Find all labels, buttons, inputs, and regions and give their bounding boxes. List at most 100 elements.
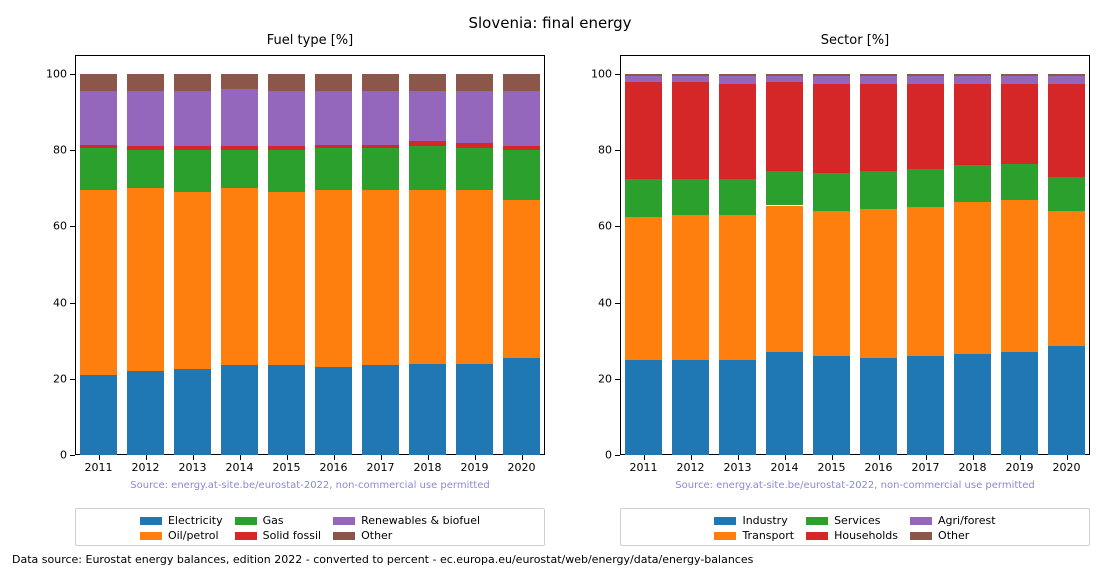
bar-segment-solid xyxy=(409,141,447,147)
bar-segment-electricity xyxy=(409,364,447,455)
legend-item-solid: Solid fossil xyxy=(235,529,321,542)
bar-segment-other xyxy=(80,74,118,91)
ytick-label: 60 xyxy=(53,220,75,233)
xtick-label: 2013 xyxy=(724,455,752,474)
bar-segment-agri xyxy=(1001,76,1039,84)
bar-segment-industry xyxy=(766,352,804,455)
bar-segment-other xyxy=(174,74,212,91)
xtick-label: 2013 xyxy=(179,455,207,474)
legend-box: ElectricityOil/petrolGasSolid fossilRene… xyxy=(75,508,545,546)
bar-segment-agri xyxy=(719,76,757,84)
plot-fuel: 0204060801002011201220132014201520162017… xyxy=(75,55,545,455)
legend-label: Other xyxy=(361,529,392,542)
bar-segment-industry xyxy=(860,358,898,455)
bar-column xyxy=(409,55,447,455)
bar-segment-other xyxy=(1048,74,1086,76)
legend-swatch xyxy=(235,517,257,525)
bar-segment-industry xyxy=(625,360,663,455)
bar-column xyxy=(1048,55,1086,455)
bar-segment-transport xyxy=(719,215,757,360)
bar-segment-other xyxy=(127,74,165,91)
bar-segment-other xyxy=(672,74,710,76)
xtick-label: 2014 xyxy=(771,455,799,474)
bar-column xyxy=(860,55,898,455)
xtick-label: 2020 xyxy=(508,455,536,474)
bar-segment-households xyxy=(1001,84,1039,164)
legend-sector: IndustryTransportServicesHouseholdsAgri/… xyxy=(620,508,1090,546)
bar-segment-services xyxy=(672,179,710,215)
bar-segment-solid xyxy=(268,146,306,150)
bar-column xyxy=(907,55,945,455)
bar-segment-households xyxy=(672,82,710,179)
bar-column xyxy=(813,55,851,455)
bar-segment-solid xyxy=(456,143,494,149)
bar-segment-other xyxy=(954,74,992,76)
bar-segment-gas xyxy=(503,150,541,200)
bar-segment-electricity xyxy=(315,367,353,455)
bar-segment-services xyxy=(625,179,663,217)
panel-fuel-source: Source: energy.at-site.be/eurostat-2022,… xyxy=(75,480,545,491)
bar-segment-other xyxy=(860,74,898,76)
bar-column xyxy=(221,55,259,455)
bar-segment-electricity xyxy=(362,365,400,455)
legend-swatch xyxy=(806,517,828,525)
bar-segment-agri xyxy=(907,76,945,84)
bar-segment-gas xyxy=(268,150,306,192)
bar-segment-oil xyxy=(221,188,259,365)
bar-segment-agri xyxy=(954,76,992,84)
bar-column xyxy=(456,55,494,455)
xtick-label: 2020 xyxy=(1053,455,1081,474)
xtick-label: 2014 xyxy=(226,455,254,474)
legend-item-oil: Oil/petrol xyxy=(140,529,223,542)
bar-column xyxy=(268,55,306,455)
legend-item-other: Other xyxy=(910,529,996,542)
footer-text: Data source: Eurostat energy balances, e… xyxy=(12,553,753,566)
bar-segment-agri xyxy=(860,76,898,84)
legend-swatch xyxy=(333,532,355,540)
xtick-label: 2018 xyxy=(414,455,442,474)
bar-segment-solid xyxy=(80,145,118,149)
bar-segment-transport xyxy=(625,217,663,360)
bar-segment-transport xyxy=(1001,200,1039,352)
bar-segment-electricity xyxy=(268,365,306,455)
bar-segment-services xyxy=(1001,164,1039,200)
bar-segment-gas xyxy=(80,148,118,190)
bar-segment-electricity xyxy=(174,369,212,455)
bar-segment-services xyxy=(813,173,851,211)
bar-segment-oil xyxy=(362,190,400,365)
bar-segment-oil xyxy=(456,190,494,363)
panel-fuel-title: Fuel type [%] xyxy=(75,33,545,48)
legend-item-other: Other xyxy=(333,529,480,542)
bar-segment-households xyxy=(766,82,804,172)
xtick-label: 2016 xyxy=(865,455,893,474)
legend-label: Oil/petrol xyxy=(168,529,219,542)
xtick-label: 2017 xyxy=(912,455,940,474)
bar-segment-industry xyxy=(907,356,945,455)
bar-segment-solid xyxy=(221,146,259,150)
bar-segment-households xyxy=(625,82,663,179)
legend-item-industry: Industry xyxy=(714,514,794,527)
bar-segment-solid xyxy=(127,146,165,150)
bar-segment-services xyxy=(766,171,804,205)
panel-sector-source: Source: energy.at-site.be/eurostat-2022,… xyxy=(620,480,1090,491)
legend-item-agri: Agri/forest xyxy=(910,514,996,527)
bar-segment-services xyxy=(954,165,992,201)
legend-label: Agri/forest xyxy=(938,514,996,527)
bar-segment-other xyxy=(362,74,400,91)
xtick-label: 2011 xyxy=(85,455,113,474)
ytick-label: 80 xyxy=(598,144,620,157)
legend-column: Gas Solid fossil xyxy=(235,513,321,543)
ytick-label: 100 xyxy=(591,68,620,81)
xtick-label: 2015 xyxy=(818,455,846,474)
bar-segment-households xyxy=(954,84,992,166)
panel-sector: Sector [%] 02040608010020112012201320142… xyxy=(620,55,1090,455)
xtick-label: 2018 xyxy=(959,455,987,474)
legend-swatch xyxy=(714,517,736,525)
bar-segment-renew xyxy=(315,91,353,144)
legend-item-gas: Gas xyxy=(235,514,321,527)
plot-sector: 0204060801002011201220132014201520162017… xyxy=(620,55,1090,455)
bar-segment-oil xyxy=(268,192,306,365)
bar-column xyxy=(80,55,118,455)
legend-label: Electricity xyxy=(168,514,223,527)
legend-swatch xyxy=(806,532,828,540)
